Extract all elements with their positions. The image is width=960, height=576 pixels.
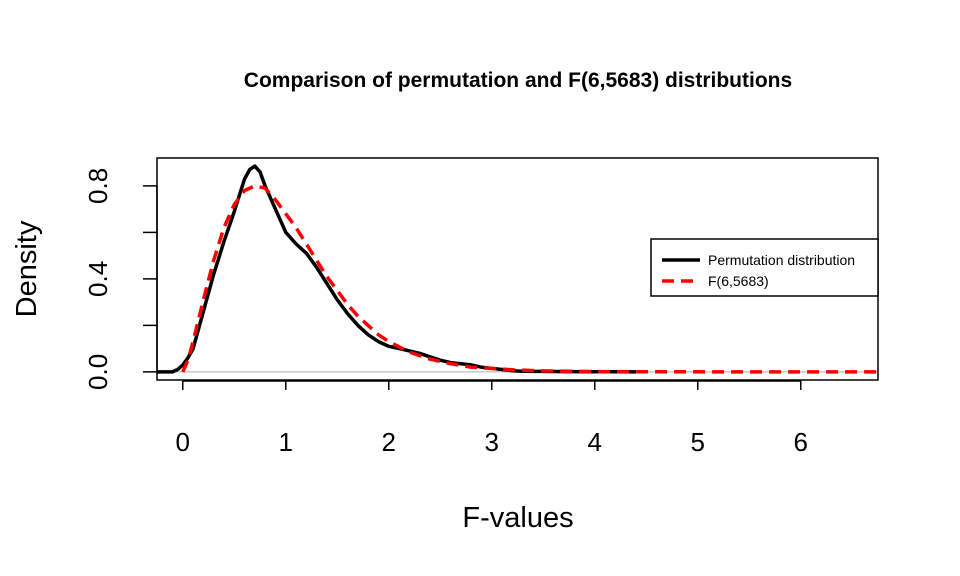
chart-title: Comparison of permutation and F(6,5683) …	[244, 69, 792, 92]
y-axis: 0.0 0.4 0.8	[83, 168, 158, 390]
legend-label-permutation: Permutation distribution	[708, 252, 855, 268]
y-tick-label: 0.4	[83, 261, 113, 297]
x-tick-label: 5	[691, 427, 705, 457]
x-tick-label: 0	[176, 427, 190, 457]
x-tick-label: 6	[794, 427, 808, 457]
y-tick-label: 0.8	[83, 168, 113, 204]
series-line-permutation	[157, 164, 637, 374]
x-axis-label: F-values	[462, 502, 573, 534]
series-layer	[157, 164, 878, 374]
legend-box	[650, 238, 879, 297]
plot-area	[157, 164, 878, 374]
legend: Permutation distribution F(6,5683)	[650, 238, 879, 297]
x-tick-label: 4	[588, 427, 602, 457]
y-axis-label: Density	[11, 220, 43, 317]
x-tick-label: 1	[279, 427, 293, 457]
legend-label-f-distribution: F(6,5683)	[708, 273, 769, 289]
x-axis: 0 1 2 3 4 5 6	[176, 380, 808, 457]
y-tick-label: 0.0	[83, 354, 113, 390]
x-tick-label: 3	[485, 427, 499, 457]
x-tick-label: 2	[382, 427, 396, 457]
